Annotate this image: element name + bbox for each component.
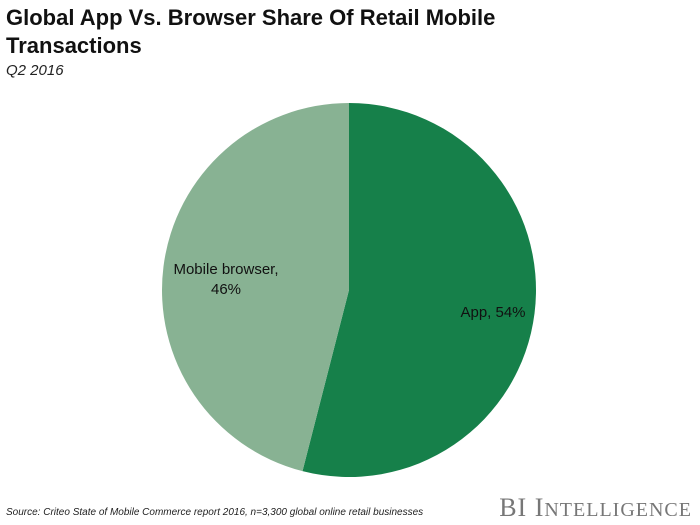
slice-label-mobile-browser: Mobile browser, 46% bbox=[173, 261, 278, 298]
slice-label-app: App, 54% bbox=[460, 304, 525, 321]
source-note: Source: Criteo State of Mobile Commerce … bbox=[6, 507, 424, 518]
bi-intelligence-logo: BI INTELLIGENCE bbox=[499, 493, 692, 522]
chart-subtitle: Q2 2016 bbox=[6, 62, 64, 79]
pie-slice-mobile-browser bbox=[162, 103, 349, 472]
chart-title: Global App Vs. Browser Share Of Retail M… bbox=[6, 5, 496, 58]
pie-slice-app bbox=[302, 103, 537, 477]
